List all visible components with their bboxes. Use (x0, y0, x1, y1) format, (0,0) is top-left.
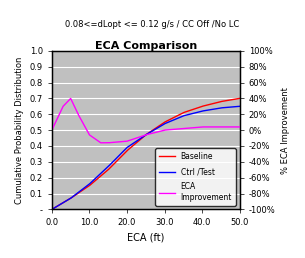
Line: Ctrl /Test: Ctrl /Test (52, 106, 240, 209)
Baseline (152, 128, 155, 131)
ECA
Improvement (141, 134, 145, 137)
ECA
Improvement (152, 131, 156, 134)
ECA
Improvement (238, 125, 242, 128)
Line: Baseline: Baseline (52, 98, 240, 209)
Ctrl /Test (162, 123, 165, 126)
Baseline (139, 137, 143, 140)
Y-axis label: % ECA Improvement: % ECA Improvement (281, 87, 290, 174)
Ctrl /Test (204, 109, 208, 112)
Baseline (140, 136, 144, 139)
Line: ECA
Improvement: ECA Improvement (52, 99, 240, 143)
Ctrl /Test (139, 136, 143, 140)
ECA
Improvement (163, 128, 166, 132)
ECA
Improvement (99, 141, 102, 144)
ECA
Improvement (234, 125, 238, 128)
X-axis label: ECA (ft): ECA (ft) (127, 233, 164, 243)
Legend: Baseline, Ctrl /Test, ECA
Improvement: Baseline, Ctrl /Test, ECA Improvement (156, 148, 236, 206)
Ctrl /Test (152, 129, 155, 132)
Ctrl /Test (50, 208, 54, 211)
Title: ECA Comparison: ECA Comparison (95, 41, 197, 51)
Baseline (233, 98, 237, 101)
Ctrl /Test (140, 136, 144, 139)
ECA
Improvement (205, 125, 208, 128)
ECA
Improvement (140, 135, 144, 138)
Text: 0.08<=dLopt <= 0.12 g/s / CC Off /No LC: 0.08<=dLopt <= 0.12 g/s / CC Off /No LC (65, 20, 240, 29)
Baseline (50, 208, 54, 211)
Ctrl /Test (233, 105, 237, 108)
Baseline (162, 121, 165, 124)
ECA
Improvement (50, 128, 54, 132)
Baseline (204, 104, 208, 107)
ECA
Improvement (69, 97, 73, 100)
Baseline (238, 97, 242, 100)
Ctrl /Test (238, 105, 242, 108)
Y-axis label: Cumulative Probability Distribution: Cumulative Probability Distribution (15, 57, 24, 204)
